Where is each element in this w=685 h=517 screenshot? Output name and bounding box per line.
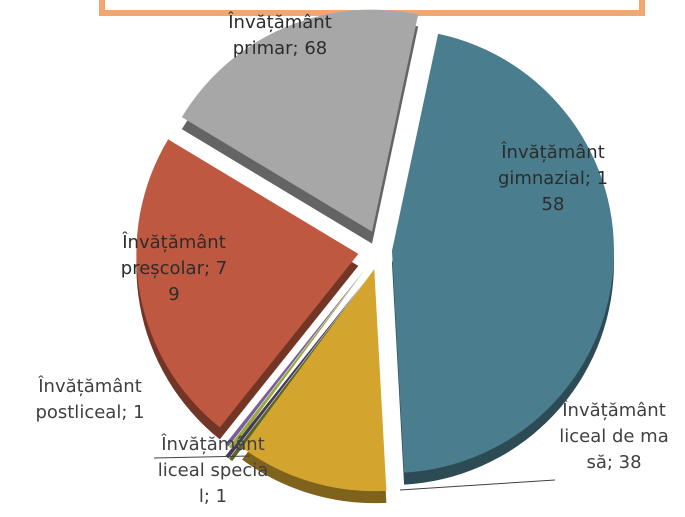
leader-line [399, 479, 556, 491]
slice-tops [136, 9, 614, 492]
slice [228, 270, 365, 450]
slice [136, 139, 359, 428]
slice-side [225, 282, 364, 459]
data-label: Învățământ postliceal; 1 [35, 376, 145, 423]
slice [181, 9, 419, 232]
data-label: Învățământ gimnazial; 158 [497, 142, 609, 215]
data-label: Învățământ preșcolar; 79 [120, 232, 228, 305]
slice-side [228, 282, 365, 462]
data-label: Învățământ primar; 68 [228, 12, 332, 59]
slice [242, 269, 387, 492]
slice [391, 33, 614, 473]
slice [225, 270, 364, 447]
data-label: Învățământ liceal de masă; 38 [559, 400, 669, 473]
leader-line [153, 455, 251, 459]
data-label: Învățământ liceal special; 1 [157, 434, 269, 507]
